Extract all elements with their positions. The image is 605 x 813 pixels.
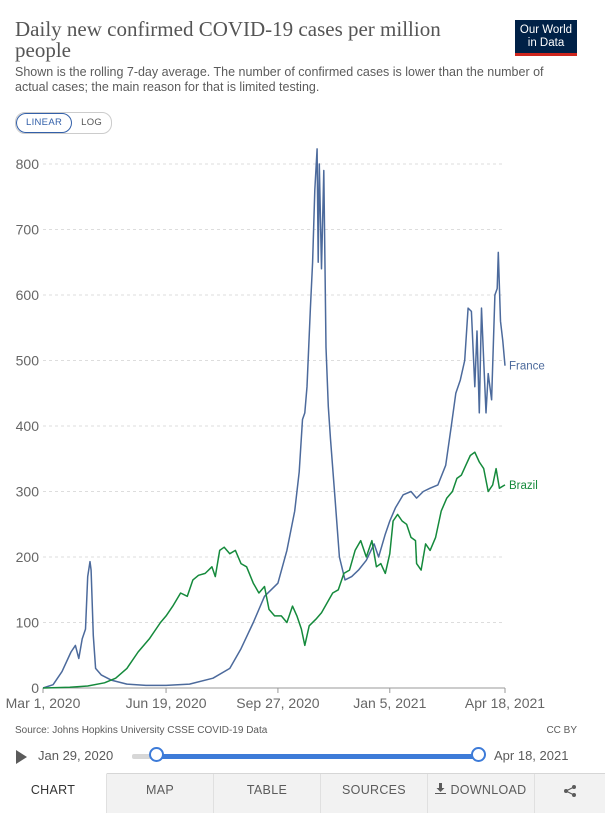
- y-tick-label: 800: [16, 156, 40, 172]
- x-tick-label: Jun 19, 2020: [126, 695, 207, 711]
- timeline-start-handle[interactable]: [149, 747, 164, 762]
- tab-sources-label: SOURCES: [342, 783, 406, 797]
- tab-table-label: TABLE: [246, 783, 288, 797]
- x-tick-label: Apr 18, 2021: [465, 695, 545, 711]
- source-note[interactable]: Source: Johns Hopkins University CSSE CO…: [15, 725, 268, 736]
- series-end-label: Brazil: [509, 480, 538, 492]
- tab-map[interactable]: MAP: [107, 774, 214, 813]
- tab-download[interactable]: DOWNLOAD: [428, 774, 535, 813]
- y-tick-label: 600: [16, 287, 40, 303]
- y-tick-label: 100: [16, 615, 40, 631]
- chart-title: Daily new confirmed COVID-19 cases per m…: [15, 17, 441, 62]
- y-tick-label: 200: [16, 549, 40, 565]
- scale-toggle[interactable]: LINEAR LOG: [15, 112, 113, 134]
- x-tick-label: Jan 5, 2021: [353, 695, 426, 711]
- download-icon: [435, 783, 447, 794]
- timeline-end-label: Apr 18, 2021: [494, 748, 569, 763]
- linear-scale-button[interactable]: LINEAR: [16, 113, 73, 133]
- play-icon[interactable]: [16, 750, 27, 764]
- logo-line1: Our World: [519, 24, 573, 36]
- timeline-end-handle[interactable]: [471, 747, 486, 762]
- chart-subtitle: Shown is the rolling 7-day average. The …: [15, 65, 544, 94]
- tab-table[interactable]: TABLE: [214, 774, 321, 813]
- line-chart[interactable]: 0 100 200 300 400 500 600 700 800 Mar 1, 2020 Jun …: [0, 140, 605, 720]
- log-scale-button[interactable]: LOG: [81, 117, 103, 128]
- logo-line2: in Data: [527, 37, 565, 49]
- y-tick-label: 300: [16, 484, 40, 500]
- timeline-start-label: Jan 29, 2020: [38, 748, 114, 763]
- y-tick-label: 0: [31, 680, 39, 696]
- series-line-france: [42, 148, 506, 689]
- y-tick-label: 500: [16, 353, 40, 369]
- series-end-label: France: [509, 361, 545, 373]
- y-tick-label: 400: [16, 418, 40, 434]
- tab-map-label: MAP: [146, 783, 174, 797]
- license-link[interactable]: CC BY: [546, 725, 577, 736]
- tab-sources[interactable]: SOURCES: [321, 774, 428, 813]
- tab-chart-label: CHART: [30, 783, 76, 797]
- x-tick-label: Sep 27, 2020: [236, 695, 320, 711]
- series-line-brazil: [42, 451, 506, 689]
- owid-logo[interactable]: Our World in Data: [515, 20, 577, 56]
- tab-bar: CHART MAP TABLE SOURCES DOWNLOAD: [0, 773, 605, 813]
- timeline: Jan 29, 2020 Apr 18, 2021: [0, 742, 605, 770]
- x-tick-label: Mar 1, 2020: [6, 695, 81, 711]
- tab-download-label: DOWNLOAD: [450, 783, 527, 797]
- share-button[interactable]: [535, 774, 605, 813]
- share-icon: [564, 784, 576, 797]
- y-tick-label: 700: [16, 222, 40, 238]
- timeline-range[interactable]: [154, 754, 479, 759]
- tab-chart[interactable]: CHART: [0, 773, 107, 813]
